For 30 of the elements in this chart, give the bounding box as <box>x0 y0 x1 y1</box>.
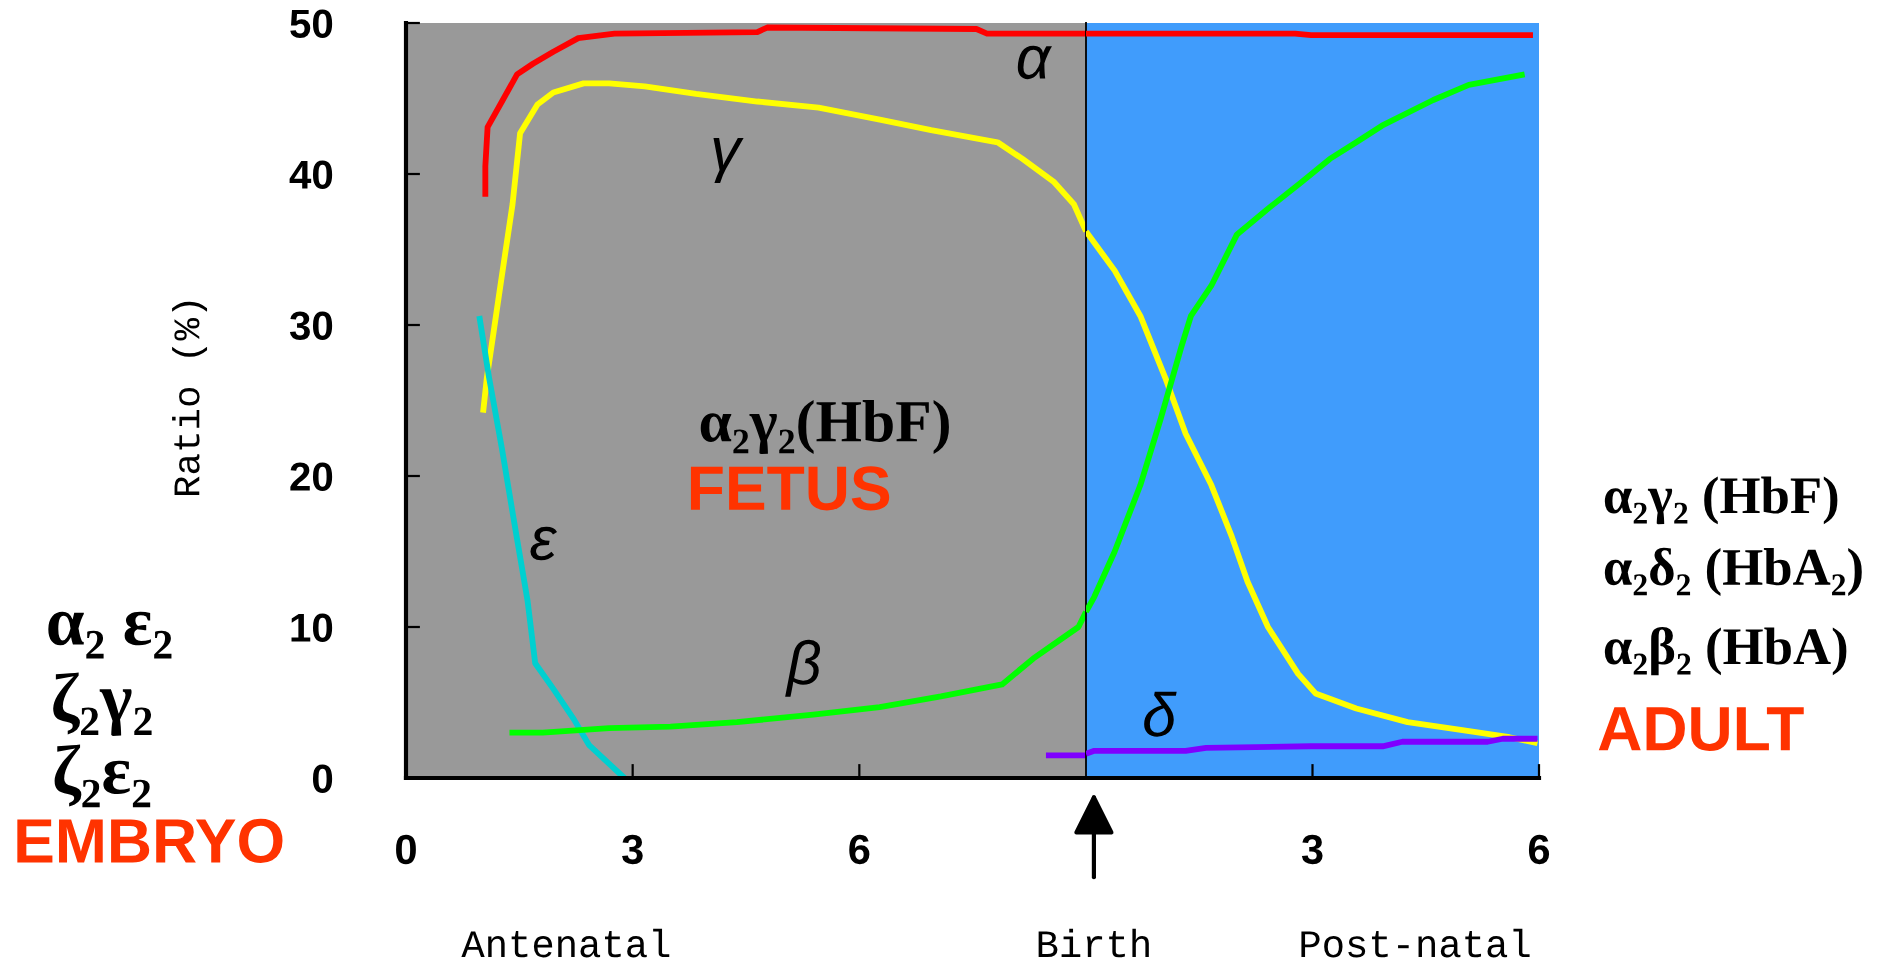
y-tick-label: 30 <box>289 311 333 341</box>
y-tick-label: 10 <box>291 613 333 642</box>
y-tick-label: 50 <box>290 9 333 38</box>
text: ζ₂γ₂ <box>53 672 152 736</box>
series-label: α <box>1017 45 1052 80</box>
text: α₂δ₂ (HbA₂) <box>1604 547 1862 596</box>
text: ADULT <box>1598 707 1804 751</box>
text: α₂β₂ (HbA) <box>1604 626 1847 676</box>
text: α₂γ₂ (HbF) <box>1604 476 1838 525</box>
annotation: FETUS <box>690 466 890 511</box>
x-tick-label: 3 <box>622 834 643 865</box>
text: α₂ ε₂ <box>48 611 172 659</box>
y-tick-label: 0 <box>312 764 333 793</box>
text: EMBRYO <box>17 818 283 863</box>
series-label: δ <box>1144 691 1177 737</box>
y-axis-title: Ratio (%) <box>172 301 208 496</box>
text: Birth <box>1038 928 1149 958</box>
x-tick-label: 3 <box>1301 834 1323 865</box>
y-tick-label: 40 <box>289 160 333 189</box>
x-tick-label: 6 <box>849 834 870 865</box>
series-label: γ <box>713 138 744 183</box>
text: Antenatal <box>461 928 670 958</box>
series-label: ε <box>530 526 558 561</box>
y-tick-label: 20 <box>290 462 333 491</box>
text: Post-natal <box>1301 928 1530 958</box>
x-tick-label: 6 <box>1528 834 1550 865</box>
x-tick-label: 0 <box>396 834 416 865</box>
text: ζ₂ε₂ <box>54 744 151 808</box>
series-label: β <box>785 639 821 697</box>
annotation: α₂γ₂(HbF) <box>700 399 949 455</box>
